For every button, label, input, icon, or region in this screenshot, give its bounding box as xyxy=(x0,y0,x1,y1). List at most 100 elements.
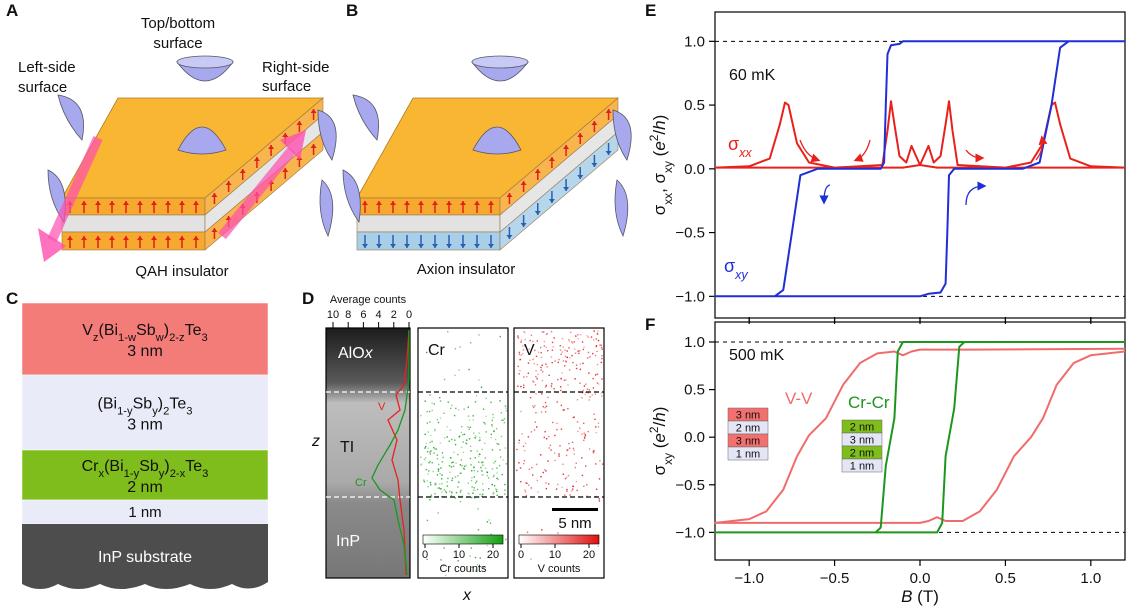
map-dot xyxy=(524,490,525,491)
map-dot xyxy=(486,431,487,432)
map-dot xyxy=(593,451,594,452)
map-dot xyxy=(576,462,577,463)
map-dot xyxy=(576,490,577,491)
map-dot xyxy=(464,434,465,435)
text-run: 3 xyxy=(202,332,208,344)
y-tick-label: −1.0 xyxy=(675,524,705,541)
colorbar-tick-label: 0 xyxy=(422,549,428,561)
text-run: ( xyxy=(650,442,669,453)
map-dot xyxy=(569,494,570,495)
map-dot xyxy=(546,438,547,439)
map-dot xyxy=(597,364,598,365)
map-dot xyxy=(540,476,541,477)
map-dot xyxy=(577,399,578,400)
map-dot xyxy=(474,437,475,438)
colorbar-tick-label: 20 xyxy=(583,549,595,561)
label: Right-side xyxy=(262,59,330,76)
map-dot xyxy=(545,347,546,348)
map-dot xyxy=(451,495,452,496)
map-dot xyxy=(537,374,538,375)
map-dot xyxy=(546,406,547,407)
map-dot xyxy=(519,370,520,371)
map-dot xyxy=(585,436,586,437)
map-dot xyxy=(446,492,447,493)
map-dot xyxy=(561,487,562,488)
map-dot xyxy=(596,432,597,433)
map-dot xyxy=(547,397,548,398)
colorbar-label: Cr counts xyxy=(439,563,487,575)
map-dot xyxy=(441,483,442,484)
dirac-cone xyxy=(472,56,528,68)
layer xyxy=(22,375,268,450)
slab-front-layer xyxy=(62,215,205,232)
map-dot xyxy=(549,447,550,448)
map-dot xyxy=(473,419,474,420)
annotation: 60 mK xyxy=(729,67,776,84)
map-dot xyxy=(460,492,461,493)
map-dot xyxy=(468,406,469,407)
map-dot xyxy=(556,488,557,489)
colorbar-tick-label: 20 xyxy=(487,549,499,561)
layer-label: TI xyxy=(340,439,354,456)
text-run: 3 xyxy=(202,468,208,480)
caption: Axion insulator xyxy=(417,261,515,278)
map-dot xyxy=(473,415,474,416)
map-dot xyxy=(563,360,564,361)
map-dot xyxy=(589,399,590,400)
map-dot xyxy=(517,335,518,336)
map-dot xyxy=(545,402,546,403)
map-dot xyxy=(503,459,504,460)
map-dot xyxy=(478,461,479,462)
map-dot xyxy=(523,446,524,447)
map-dot xyxy=(597,374,598,375)
map-dot xyxy=(438,422,439,423)
map-dot xyxy=(524,339,525,340)
map-dot xyxy=(440,488,441,489)
map-dot xyxy=(557,401,558,402)
text-run: ) xyxy=(650,407,669,413)
map-dot xyxy=(451,405,452,406)
map-dot xyxy=(564,350,565,351)
label: surface xyxy=(262,78,311,95)
map-dot xyxy=(421,463,422,464)
map-dot xyxy=(562,346,563,347)
map-dot xyxy=(428,470,429,471)
map-dot xyxy=(459,436,460,437)
text-run: B xyxy=(901,587,912,606)
map-dot xyxy=(499,449,500,450)
map-dot xyxy=(534,429,535,430)
axis-tick-label: 2 xyxy=(391,309,397,321)
map-dot xyxy=(541,357,542,358)
map-dot xyxy=(532,405,533,406)
map-dot xyxy=(475,482,476,483)
map-dot xyxy=(583,486,584,487)
map-dot xyxy=(471,477,472,478)
map-dot xyxy=(566,455,567,456)
map-dot xyxy=(574,453,575,454)
map-dot xyxy=(571,341,572,342)
map-dot xyxy=(492,493,493,494)
series-line xyxy=(715,349,1125,523)
map-dot xyxy=(427,451,428,452)
map-dot xyxy=(542,371,543,372)
map-dot xyxy=(581,457,582,458)
map-dot xyxy=(449,441,450,442)
map-dot xyxy=(466,443,467,444)
map-dot xyxy=(428,431,429,432)
map-dot xyxy=(565,478,566,479)
panel-a: A Left-side surface Top/bottom surface R… xyxy=(6,1,336,280)
y-tick-label: 1.0 xyxy=(684,33,705,50)
map-dot xyxy=(505,405,506,406)
map-dot xyxy=(461,432,462,433)
map-dot xyxy=(530,558,531,559)
map-dot xyxy=(599,498,600,499)
map-dot xyxy=(534,405,535,406)
map-dot xyxy=(431,441,432,442)
map-dot xyxy=(476,395,477,396)
sweep-arrow xyxy=(800,140,818,160)
map-dot xyxy=(561,405,562,406)
map-dot xyxy=(538,352,539,353)
annotation: 500 mK xyxy=(729,347,784,364)
map-dot xyxy=(601,347,602,348)
map-dot xyxy=(526,483,527,484)
